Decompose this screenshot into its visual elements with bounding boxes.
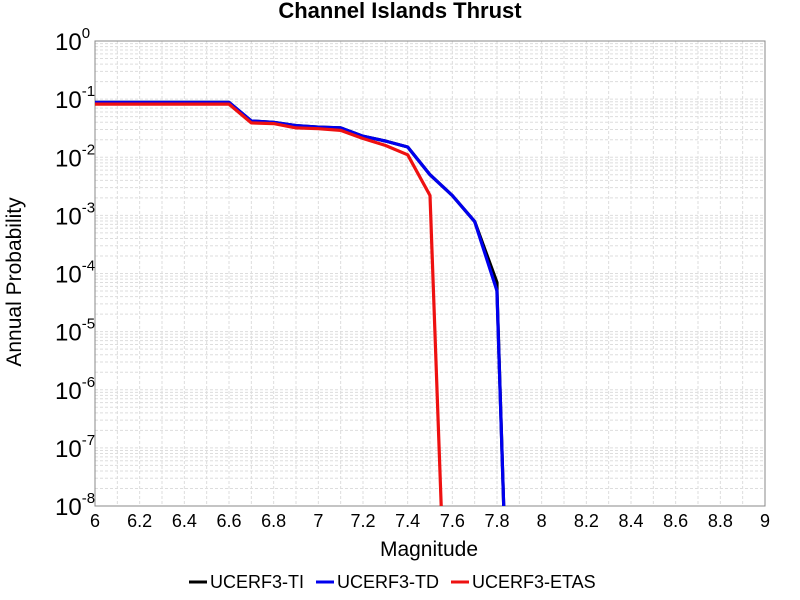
x-tick-label: 8.2	[574, 511, 599, 531]
x-tick-label: 7.8	[484, 511, 509, 531]
x-tick-label: 6.8	[261, 511, 286, 531]
series-line-ucerf3-etas	[95, 102, 443, 507]
legend-label-ucerf3-etas: UCERF3-ETAS	[472, 572, 596, 592]
y-tick-label: 10-5	[55, 316, 95, 347]
y-tick-label: 10-7	[55, 432, 95, 463]
x-tick-label: 7	[313, 511, 323, 531]
x-tick-label: 8.6	[663, 511, 688, 531]
plot-area	[94, 40, 766, 507]
legend: UCERF3-TI UCERF3-TD UCERF3-ETAS	[189, 572, 596, 592]
x-tick-label: 8.4	[618, 511, 643, 531]
x-axis-ticks: 6 6.2 6.4 6.6 6.8 7 7.2 7.4 7.6 7.8 8 8.2 8.4 8.6 8.8 9	[90, 511, 770, 531]
x-tick-label: 7.4	[395, 511, 420, 531]
x-tick-label: 6.2	[127, 511, 152, 531]
x-tick-label: 7.6	[440, 511, 465, 531]
x-tick-label: 6.4	[172, 511, 197, 531]
chart-title: Channel Islands Thrust	[278, 0, 522, 23]
x-tick-label: 9	[760, 511, 770, 531]
grid	[94, 41, 766, 507]
y-tick-label: 10-3	[55, 199, 95, 230]
x-tick-label: 8	[537, 511, 547, 531]
y-tick-label: 10-4	[55, 258, 95, 289]
legend-label-ucerf3-ti: UCERF3-TI	[210, 572, 304, 592]
x-axis-label: Magnitude	[380, 538, 478, 561]
series-lines	[95, 100, 506, 507]
y-tick-label: 10-2	[55, 141, 95, 172]
y-tick-label: 10-8	[55, 490, 95, 521]
y-axis-label: Annual Probability	[3, 197, 26, 367]
x-tick-label: 6.6	[216, 511, 241, 531]
x-tick-label: 7.2	[350, 511, 375, 531]
y-tick-label: 10-6	[55, 374, 95, 405]
legend-label-ucerf3-td: UCERF3-TD	[337, 572, 439, 592]
y-tick-label: 10-1	[55, 83, 95, 114]
x-tick-label: 8.8	[708, 511, 733, 531]
y-axis-ticks: 100 10-1 10-2 10-3 10-4 10-5 10-6 10-7 10-8	[55, 25, 95, 521]
y-tick-label: 100	[55, 25, 90, 56]
x-tick-label: 6	[90, 511, 100, 531]
